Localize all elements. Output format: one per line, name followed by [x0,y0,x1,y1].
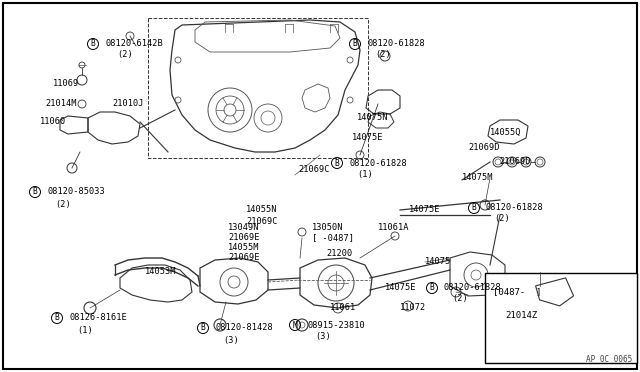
Text: 14075M: 14075M [462,173,493,182]
Text: 08120-61828: 08120-61828 [486,203,544,212]
Text: 08126-8161E: 08126-8161E [69,314,127,323]
Text: 13050N: 13050N [312,224,344,232]
Text: B: B [353,39,357,48]
Text: B: B [335,158,339,167]
Text: 21069E: 21069E [228,253,259,263]
Text: 21014Z: 21014Z [505,311,538,320]
Text: 13049N: 13049N [228,224,259,232]
Text: (1): (1) [357,170,372,179]
Text: 14053M: 14053M [145,266,177,276]
Text: AP 0C 0065: AP 0C 0065 [586,355,632,364]
Text: (2): (2) [375,49,391,58]
Text: (2): (2) [55,199,71,208]
Text: 11072: 11072 [400,304,426,312]
Text: 21014M: 21014M [45,99,77,109]
Text: 21069D: 21069D [468,144,499,153]
Bar [485,273,637,363]
Text: 21200: 21200 [326,250,352,259]
Text: (3): (3) [223,336,239,344]
Text: 14075E: 14075E [385,283,417,292]
Text: 14055Q: 14055Q [490,128,522,137]
Text: (2): (2) [494,214,509,222]
Text: 14075E: 14075E [352,134,383,142]
Text: 11060: 11060 [40,118,67,126]
Text: 14075N: 14075N [357,113,388,122]
Text: (1): (1) [77,326,93,334]
Text: 08120-61828: 08120-61828 [349,158,407,167]
Text: B: B [472,203,476,212]
Text: 08120-6142B: 08120-6142B [105,39,163,48]
Text: 08120-61828: 08120-61828 [444,283,502,292]
Text: (3): (3) [315,333,331,341]
Text: 11069: 11069 [53,78,79,87]
Text: 08120-61828: 08120-61828 [367,39,425,48]
Text: B: B [429,283,435,292]
Text: 14075: 14075 [425,257,451,266]
Text: 21069D: 21069D [499,157,531,167]
Text: [ -0487]: [ -0487] [312,234,354,243]
Text: 14055M: 14055M [228,244,259,253]
Text: 08915-23810: 08915-23810 [307,321,365,330]
Text: 21069C: 21069C [298,166,330,174]
Text: B: B [200,324,205,333]
Text: 08120-81428: 08120-81428 [215,324,273,333]
Text: 08120-85033: 08120-85033 [47,187,105,196]
Text: [0487-  ]: [0487- ] [493,288,541,296]
Text: B: B [91,39,95,48]
Text: 11061: 11061 [330,304,356,312]
Text: (2): (2) [117,49,132,58]
Text: 21010J: 21010J [112,99,143,109]
Text: B: B [54,314,60,323]
Text: 14075E: 14075E [409,205,440,215]
Text: 14055N: 14055N [246,205,278,215]
Text: (2): (2) [452,295,468,304]
Text: M: M [292,321,298,330]
Text: B: B [33,187,37,196]
Text: 21069E: 21069E [228,234,259,243]
Text: 21069C: 21069C [246,217,278,225]
Text: 11061A: 11061A [378,224,410,232]
